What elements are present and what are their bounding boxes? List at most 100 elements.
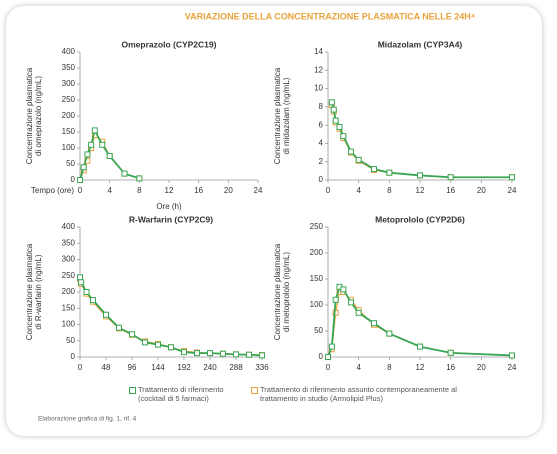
x-tick-label: 8	[387, 363, 392, 372]
y-tick-label: 10	[314, 84, 323, 93]
chart-title: Omeprazolo (CYP2C19)	[122, 39, 217, 49]
y-axis-label: di midazolam (ng/mL)	[282, 77, 291, 154]
x-tick-label: 96	[128, 363, 137, 372]
y-tick-label: 250	[62, 95, 76, 104]
point	[246, 351, 252, 358]
point	[417, 172, 423, 179]
point	[83, 289, 90, 295]
x-tick-label: 4	[356, 363, 361, 372]
x-tick-label: 288	[229, 363, 243, 372]
point	[78, 279, 85, 286]
point	[207, 350, 213, 357]
y-tick-label: 400	[62, 47, 76, 56]
point	[116, 324, 122, 331]
point	[417, 343, 423, 350]
y-tick-label: 0	[319, 352, 324, 361]
x-tick-label: 24	[508, 186, 517, 195]
footnote: Elaborazione grafica di fig. 1, rif. 4	[38, 416, 137, 423]
point	[371, 320, 377, 327]
point	[447, 174, 454, 181]
point	[332, 117, 339, 124]
x-tick-label: 4	[107, 186, 112, 195]
point	[355, 309, 362, 316]
x-tick-label: 192	[177, 363, 191, 372]
point	[88, 141, 95, 148]
x-tick-label: 0	[78, 363, 83, 372]
x-tick-label: 24	[508, 363, 517, 372]
y-tick-label: 50	[66, 159, 75, 168]
point	[386, 330, 393, 337]
x-tick-label: 0	[326, 363, 331, 372]
point	[121, 170, 128, 177]
y-tick-label: 250	[310, 222, 324, 231]
point	[348, 148, 354, 155]
y-tick-label: 300	[62, 255, 76, 264]
x-tick-label: 0	[78, 186, 83, 195]
y-axis-label: Concentrazione plasmatica	[273, 67, 282, 164]
card	[6, 6, 542, 436]
chart-title: Midazolam (CYP3A4)	[378, 39, 463, 49]
point	[103, 311, 109, 318]
x-tick-label: 8	[137, 186, 142, 195]
point	[80, 164, 87, 171]
series-line	[330, 102, 512, 179]
point	[325, 354, 331, 360]
point	[348, 299, 354, 306]
y-tick-label: 0	[319, 175, 324, 184]
x-tick-label: 4	[356, 186, 361, 195]
point	[99, 141, 106, 148]
y-axis-label: Concentrazione plasmatica	[25, 67, 34, 164]
x-tick-label: 24	[254, 186, 263, 195]
chart-title: R-Warfarin (CYP2C9)	[129, 214, 213, 224]
y-tick-label: 100	[62, 143, 76, 152]
y-tick-label: 150	[62, 127, 76, 136]
x-tick-label: 8	[387, 186, 392, 195]
x-axis-label-left: Tempo (ore)	[31, 186, 74, 195]
point	[328, 343, 335, 350]
point	[142, 339, 148, 346]
point	[106, 153, 113, 159]
y-tick-label: 350	[62, 63, 76, 72]
point	[336, 123, 343, 130]
point	[233, 351, 239, 358]
y-tick-label: 2	[319, 157, 324, 166]
point	[509, 352, 515, 359]
y-tick-label: 6	[319, 120, 324, 129]
point	[328, 99, 335, 106]
point	[181, 349, 187, 356]
point	[129, 331, 135, 338]
y-tick-label: 50	[66, 336, 75, 345]
legend-text: Trattamento di riferimento (cocktail di …	[138, 385, 224, 403]
point	[340, 286, 347, 293]
y-tick-label: 350	[62, 238, 76, 247]
y-tick-label: 50	[314, 326, 323, 335]
point	[509, 174, 515, 181]
point	[355, 156, 362, 163]
y-tick-label: 150	[62, 303, 76, 312]
y-axis-label: di omeprazolo (ng/mL)	[34, 76, 43, 156]
y-tick-label: 8	[319, 102, 324, 111]
y-tick-label: 12	[314, 65, 323, 74]
point	[136, 175, 143, 182]
point	[194, 350, 200, 357]
legend-text: Trattamento di riferimento assunto conte…	[260, 385, 457, 403]
y-axis-label: Concentrazione plasmatica	[25, 243, 34, 340]
y-tick-label: 400	[62, 222, 76, 231]
point	[84, 151, 91, 158]
point	[90, 297, 96, 304]
point	[259, 352, 265, 359]
y-tick-label: 300	[62, 79, 76, 88]
x-tick-label: 20	[477, 186, 486, 195]
x-tick-label: 16	[446, 186, 455, 195]
y-axis-label: di metoprololo (ng/mL)	[282, 252, 291, 332]
x-tick-label: 12	[165, 186, 174, 195]
y-tick-label: 250	[62, 271, 76, 280]
point	[447, 349, 454, 356]
y-tick-label: 4	[319, 139, 324, 148]
x-tick-label: 12	[416, 186, 425, 195]
y-axis-label: di R-warfarin (ng/mL)	[34, 254, 43, 329]
x-tick-label: 12	[416, 363, 425, 372]
y-tick-label: 200	[62, 111, 76, 120]
y-tick-label: 100	[310, 300, 324, 309]
x-tick-label: 16	[446, 363, 455, 372]
